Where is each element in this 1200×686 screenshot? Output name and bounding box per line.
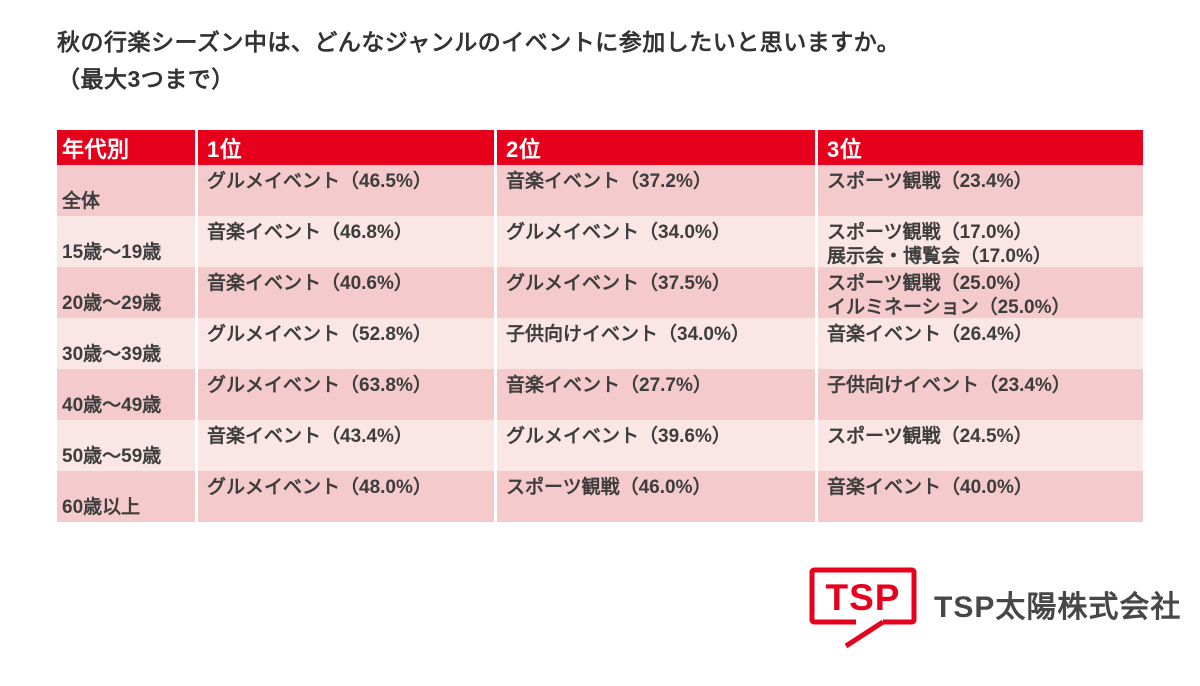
survey-question-line1: 秋の行楽シーズン中は、どんなジャンルのイベントに参加したいと思いますか。	[57, 29, 901, 55]
rank3-cell: 子供向けイベント（23.4%）	[818, 369, 1143, 420]
column-header-age-group: 年代別	[57, 130, 198, 165]
rank-value: グルメイベント（48.0%）	[207, 477, 432, 498]
results-table: 年代別 1位 2位 3位 全体 グルメイベント（46.5%） 音楽イベント（37…	[57, 130, 1143, 522]
rank-value: 音楽イベント（37.2%）	[506, 171, 712, 192]
age-group-cell: 全体	[57, 165, 198, 216]
rank2-cell: 音楽イベント（27.7%）	[497, 369, 818, 420]
rank-value: 音楽イベント（40.0%）	[827, 477, 1033, 498]
table-row: 15歳〜19歳 音楽イベント（46.8%） グルメイベント（34.0%） スポー…	[57, 216, 1143, 267]
rank-value: 音楽イベント（46.8%）	[207, 222, 413, 243]
rank3-cell: スポーツ観戦（23.4%）	[818, 165, 1143, 216]
rank-value: グルメイベント（39.6%）	[506, 426, 731, 447]
table-row: 60歳以上 グルメイベント（48.0%） スポーツ観戦（46.0%） 音楽イベン…	[57, 471, 1143, 522]
rank1-cell: 音楽イベント（40.6%）	[198, 267, 497, 318]
table-row: 全体 グルメイベント（46.5%） 音楽イベント（37.2%） スポーツ観戦（2…	[57, 165, 1143, 216]
rank3-cell: スポーツ観戦（17.0%） 展示会・博覧会（17.0%）	[818, 216, 1143, 267]
rank-value: イルミネーション（25.0%）	[827, 297, 1071, 318]
age-group-label: 20歳〜29歳	[62, 293, 162, 314]
age-group-label: 全体	[62, 191, 101, 212]
age-group-label: 15歳〜19歳	[62, 242, 162, 263]
age-group-cell: 30歳〜39歳	[57, 318, 198, 369]
rank1-cell: 音楽イベント（46.8%）	[198, 216, 497, 267]
rank-value: スポーツ観戦（24.5%）	[827, 426, 1033, 447]
rank-value: スポーツ観戦（23.4%）	[827, 171, 1033, 192]
rank-value: スポーツ観戦（17.0%）	[827, 222, 1033, 243]
age-group-label: 60歳以上	[62, 497, 141, 518]
rank1-cell: 音楽イベント（43.4%）	[198, 420, 497, 471]
rank3-cell: スポーツ観戦（25.0%） イルミネーション（25.0%）	[818, 267, 1143, 318]
age-group-cell: 50歳〜59歳	[57, 420, 198, 471]
table-row: 30歳〜39歳 グルメイベント（52.8%） 子供向けイベント（34.0%） 音…	[57, 318, 1143, 369]
age-group-label: 40歳〜49歳	[62, 395, 162, 416]
table-body: 全体 グルメイベント（46.5%） 音楽イベント（37.2%） スポーツ観戦（2…	[57, 165, 1143, 522]
table-header-row: 年代別 1位 2位 3位	[57, 130, 1143, 165]
column-header-rank2: 2位	[497, 130, 818, 165]
rank2-cell: グルメイベント（37.5%）	[497, 267, 818, 318]
age-group-label: 30歳〜39歳	[62, 344, 162, 365]
rank-value: 子供向けイベント（23.4%）	[827, 375, 1071, 396]
rank-value: 音楽イベント（43.4%）	[207, 426, 413, 447]
rank-value: 音楽イベント（26.4%）	[827, 324, 1033, 345]
rank3-cell: 音楽イベント（26.4%）	[818, 318, 1143, 369]
rank-value: グルメイベント（34.0%）	[506, 222, 731, 243]
rank-value: 音楽イベント（40.6%）	[207, 273, 413, 294]
table-row: 20歳〜29歳 音楽イベント（40.6%） グルメイベント（37.5%） スポー…	[57, 267, 1143, 318]
company-name: TSP太陽株式会社	[934, 591, 1182, 624]
survey-question-line2: （最大3つまで）	[57, 66, 235, 92]
rank-value: グルメイベント（37.5%）	[506, 273, 731, 294]
table-row: 40歳〜49歳 グルメイベント（63.8%） 音楽イベント（27.7%） 子供向…	[57, 369, 1143, 420]
age-group-label: 50歳〜59歳	[62, 446, 162, 467]
rank3-cell: 音楽イベント（40.0%）	[818, 471, 1143, 522]
rank2-cell: 音楽イベント（37.2%）	[497, 165, 818, 216]
rank1-cell: グルメイベント（46.5%）	[198, 165, 497, 216]
rank-value: グルメイベント（46.5%）	[207, 171, 432, 192]
rank2-cell: 子供向けイベント（34.0%）	[497, 318, 818, 369]
rank2-cell: グルメイベント（34.0%）	[497, 216, 818, 267]
age-group-cell: 15歳〜19歳	[57, 216, 198, 267]
rank2-cell: スポーツ観戦（46.0%）	[497, 471, 818, 522]
rank1-cell: グルメイベント（63.8%）	[198, 369, 497, 420]
survey-question-title: 秋の行楽シーズン中は、どんなジャンルのイベントに参加したいと思いますか。 （最大…	[57, 24, 900, 98]
rank-value: 展示会・博覧会（17.0%）	[827, 246, 1052, 267]
tsp-logo: TSP	[809, 567, 917, 649]
column-header-rank1: 1位	[198, 130, 497, 165]
column-header-rank3: 3位	[818, 130, 1143, 165]
rank-value: 子供向けイベント（34.0%）	[506, 324, 750, 345]
footer: TSP TSP太陽株式会社	[808, 566, 1180, 658]
rank-value: 音楽イベント（27.7%）	[506, 375, 712, 396]
rank3-cell: スポーツ観戦（24.5%）	[818, 420, 1143, 471]
rank1-cell: グルメイベント（48.0%）	[198, 471, 497, 522]
rank-value: グルメイベント（63.8%）	[207, 375, 432, 396]
age-group-cell: 60歳以上	[57, 471, 198, 522]
rank1-cell: グルメイベント（52.8%）	[198, 318, 497, 369]
table-row: 50歳〜59歳 音楽イベント（43.4%） グルメイベント（39.6%） スポー…	[57, 420, 1143, 471]
age-group-cell: 40歳〜49歳	[57, 369, 198, 420]
rank-value: スポーツ観戦（25.0%）	[827, 273, 1033, 294]
rank-value: グルメイベント（52.8%）	[207, 324, 432, 345]
tsp-logo-text: TSP	[826, 577, 901, 618]
rank2-cell: グルメイベント（39.6%）	[497, 420, 818, 471]
age-group-cell: 20歳〜29歳	[57, 267, 198, 318]
rank-value: スポーツ観戦（46.0%）	[506, 477, 712, 498]
